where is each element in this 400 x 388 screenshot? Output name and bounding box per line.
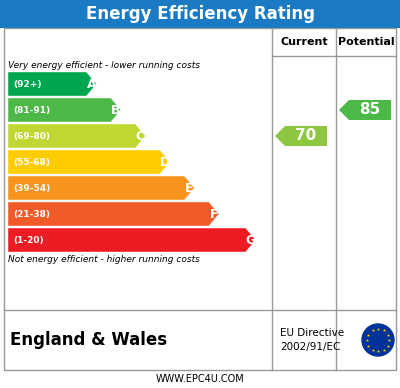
- Text: WWW.EPC4U.COM: WWW.EPC4U.COM: [156, 374, 244, 384]
- Bar: [4, 28, 396, 370]
- Text: Very energy efficient - lower running costs: Very energy efficient - lower running co…: [8, 62, 200, 71]
- Polygon shape: [8, 72, 96, 96]
- Polygon shape: [275, 126, 327, 146]
- Text: (1-20): (1-20): [13, 236, 44, 244]
- Text: England & Wales: England & Wales: [10, 331, 167, 349]
- Text: 85: 85: [359, 102, 381, 118]
- Text: E: E: [185, 182, 194, 194]
- Text: B: B: [111, 104, 121, 116]
- Text: (92+): (92+): [13, 80, 42, 88]
- Text: Potential: Potential: [338, 37, 394, 47]
- Polygon shape: [8, 176, 194, 200]
- Circle shape: [362, 324, 394, 356]
- Polygon shape: [8, 228, 256, 252]
- Text: (81-91): (81-91): [13, 106, 50, 114]
- Text: 70: 70: [295, 128, 317, 144]
- Polygon shape: [8, 124, 146, 148]
- Text: F: F: [210, 208, 218, 220]
- Text: Current: Current: [280, 37, 328, 47]
- Text: (55-68): (55-68): [13, 158, 50, 166]
- Bar: [0, 0, 400, 28]
- Text: (21-38): (21-38): [13, 210, 50, 218]
- Text: (69-80): (69-80): [13, 132, 50, 140]
- Text: Not energy efficient - higher running costs: Not energy efficient - higher running co…: [8, 256, 200, 265]
- Polygon shape: [8, 202, 219, 226]
- Text: Energy Efficiency Rating: Energy Efficiency Rating: [86, 5, 314, 23]
- Text: A: A: [86, 78, 96, 90]
- Polygon shape: [339, 100, 391, 120]
- Text: G: G: [246, 234, 256, 246]
- Polygon shape: [8, 98, 121, 122]
- Text: EU Directive
2002/91/EC: EU Directive 2002/91/EC: [280, 328, 344, 352]
- Polygon shape: [8, 150, 170, 174]
- Text: (39-54): (39-54): [13, 184, 50, 192]
- Text: D: D: [160, 156, 170, 168]
- Text: C: C: [136, 130, 145, 142]
